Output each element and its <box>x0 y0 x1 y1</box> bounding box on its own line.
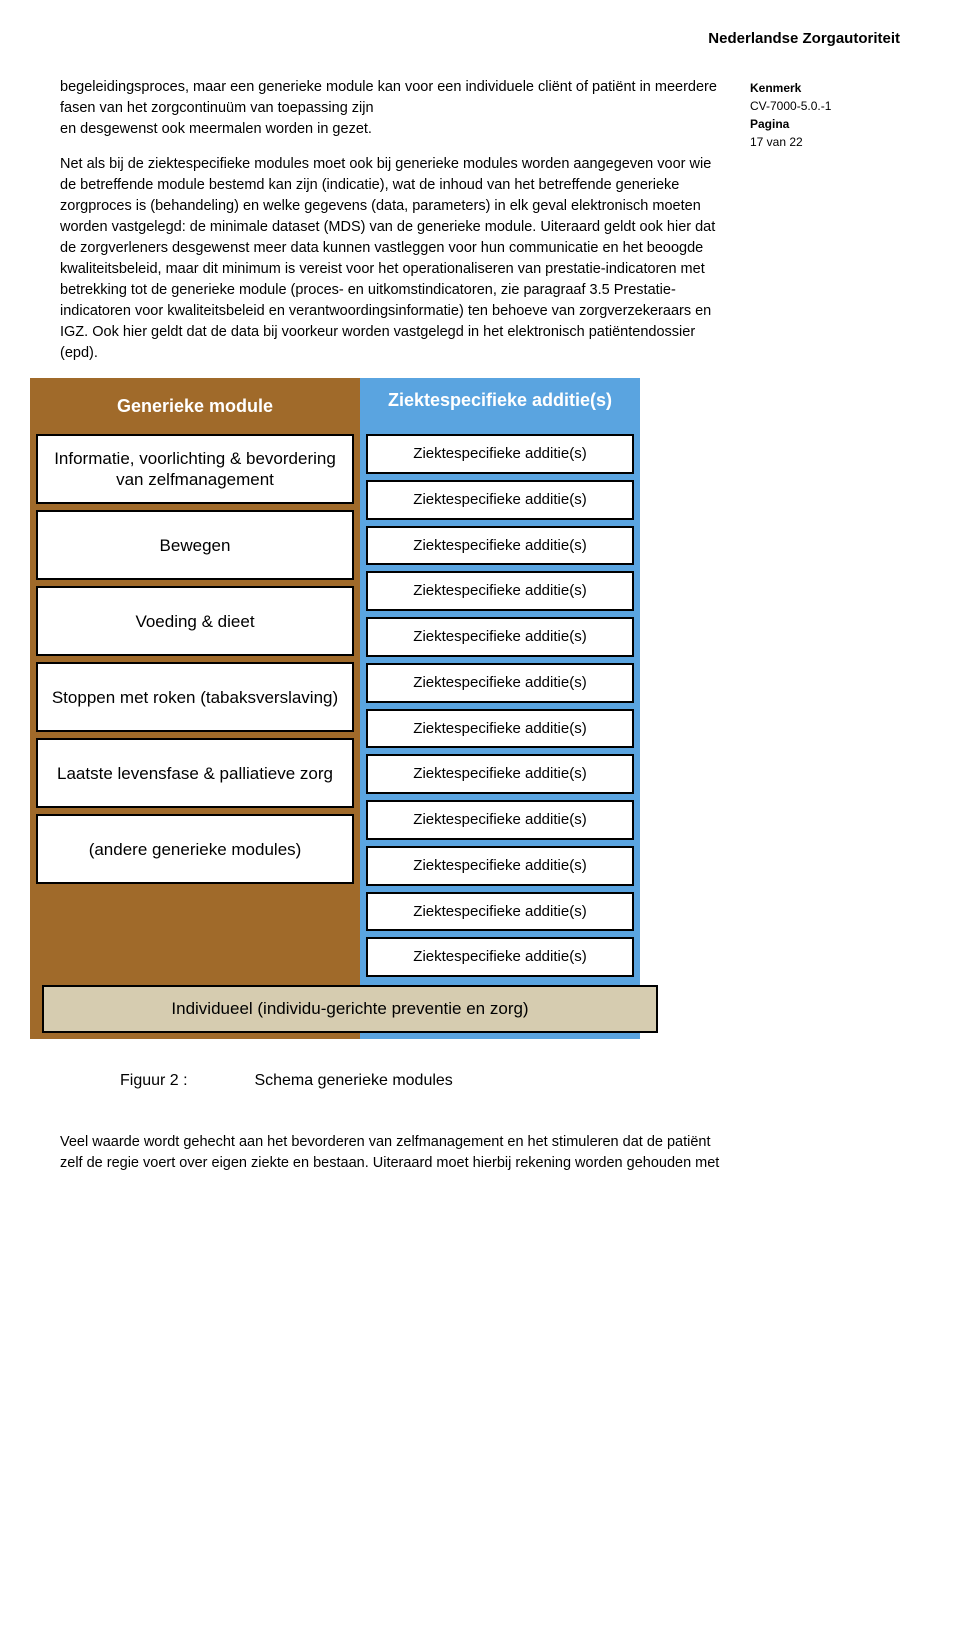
generic-module-column: Generieke module Informatie, voorlichtin… <box>30 378 360 1039</box>
sidebar-meta: Kenmerk CV-7000-5.0.-1 Pagina 17 van 22 <box>750 77 900 151</box>
para1b-text: en desgewenst ook meermalen worden in ge… <box>60 121 372 137</box>
caption-text: Schema generieke modules <box>254 1072 452 1089</box>
paragraph-1: begeleidingsproces, maar een generieke m… <box>60 77 720 140</box>
addition-box: Ziektespecifieke additie(s) <box>366 709 634 749</box>
page: Nederlandse Zorgautoriteit begeleidingsp… <box>0 0 960 1214</box>
addition-box: Ziektespecifieke additie(s) <box>366 800 634 840</box>
specific-column-header: Ziektespecifieke additie(s) <box>366 378 634 434</box>
paragraph-2: Net als bij de ziektespecifieke modules … <box>60 154 720 364</box>
addition-box: Ziektespecifieke additie(s) <box>366 937 634 977</box>
addition-box: Ziektespecifieke additie(s) <box>366 571 634 611</box>
content-row: begeleidingsproces, maar een generieke m… <box>60 77 900 1174</box>
diagram: Generieke module Informatie, voorlichtin… <box>30 378 670 1039</box>
module-box: Stoppen met roken (tabaksverslaving) <box>36 662 354 732</box>
kenmerk-label: Kenmerk <box>750 79 900 97</box>
module-box: Informatie, voorlichting & bevordering v… <box>36 434 354 504</box>
addition-box: Ziektespecifieke additie(s) <box>366 480 634 520</box>
kenmerk-value: CV-7000-5.0.-1 <box>750 97 900 115</box>
addition-box: Ziektespecifieke additie(s) <box>366 892 634 932</box>
main-column: begeleidingsproces, maar een generieke m… <box>60 77 720 1174</box>
para2-text: Net als bij de ziektespecifieke modules … <box>60 156 715 340</box>
addition-box: Ziektespecifieke additie(s) <box>366 526 634 566</box>
trailing-paragraph: Veel waarde wordt gehecht aan het bevord… <box>60 1132 720 1174</box>
addition-box: Ziektespecifieke additie(s) <box>366 754 634 794</box>
addition-box: Ziektespecifieke additie(s) <box>366 434 634 474</box>
para1-text: begeleidingsproces, maar een generieke m… <box>60 79 717 116</box>
pagina-value: 17 van 22 <box>750 133 900 151</box>
module-box: Voeding & dieet <box>36 586 354 656</box>
footer-box: Individueel (individu-gerichte preventie… <box>42 985 658 1034</box>
para2b-text: (epd). <box>60 345 98 361</box>
footer-overlay: Individueel (individu-gerichte preventie… <box>42 981 658 1034</box>
module-box: Laatste levensfase & palliatieve zorg <box>36 738 354 808</box>
figure-caption: Figuur 2 : Schema generieke modules <box>120 1069 720 1092</box>
generic-column-header: Generieke module <box>36 378 354 434</box>
diagram-columns: Generieke module Informatie, voorlichtin… <box>30 378 670 1039</box>
caption-label: Figuur 2 : <box>120 1069 250 1092</box>
specific-addition-column: Ziektespecifieke additie(s) Ziektespecif… <box>360 378 640 1039</box>
footer-spacer <box>36 890 354 940</box>
addition-box: Ziektespecifieke additie(s) <box>366 617 634 657</box>
org-name: Nederlandse Zorgautoriteit <box>60 30 900 47</box>
module-box: (andere generieke modules) <box>36 814 354 884</box>
pagina-label: Pagina <box>750 115 900 133</box>
addition-box: Ziektespecifieke additie(s) <box>366 846 634 886</box>
module-box: Bewegen <box>36 510 354 580</box>
addition-box: Ziektespecifieke additie(s) <box>366 663 634 703</box>
